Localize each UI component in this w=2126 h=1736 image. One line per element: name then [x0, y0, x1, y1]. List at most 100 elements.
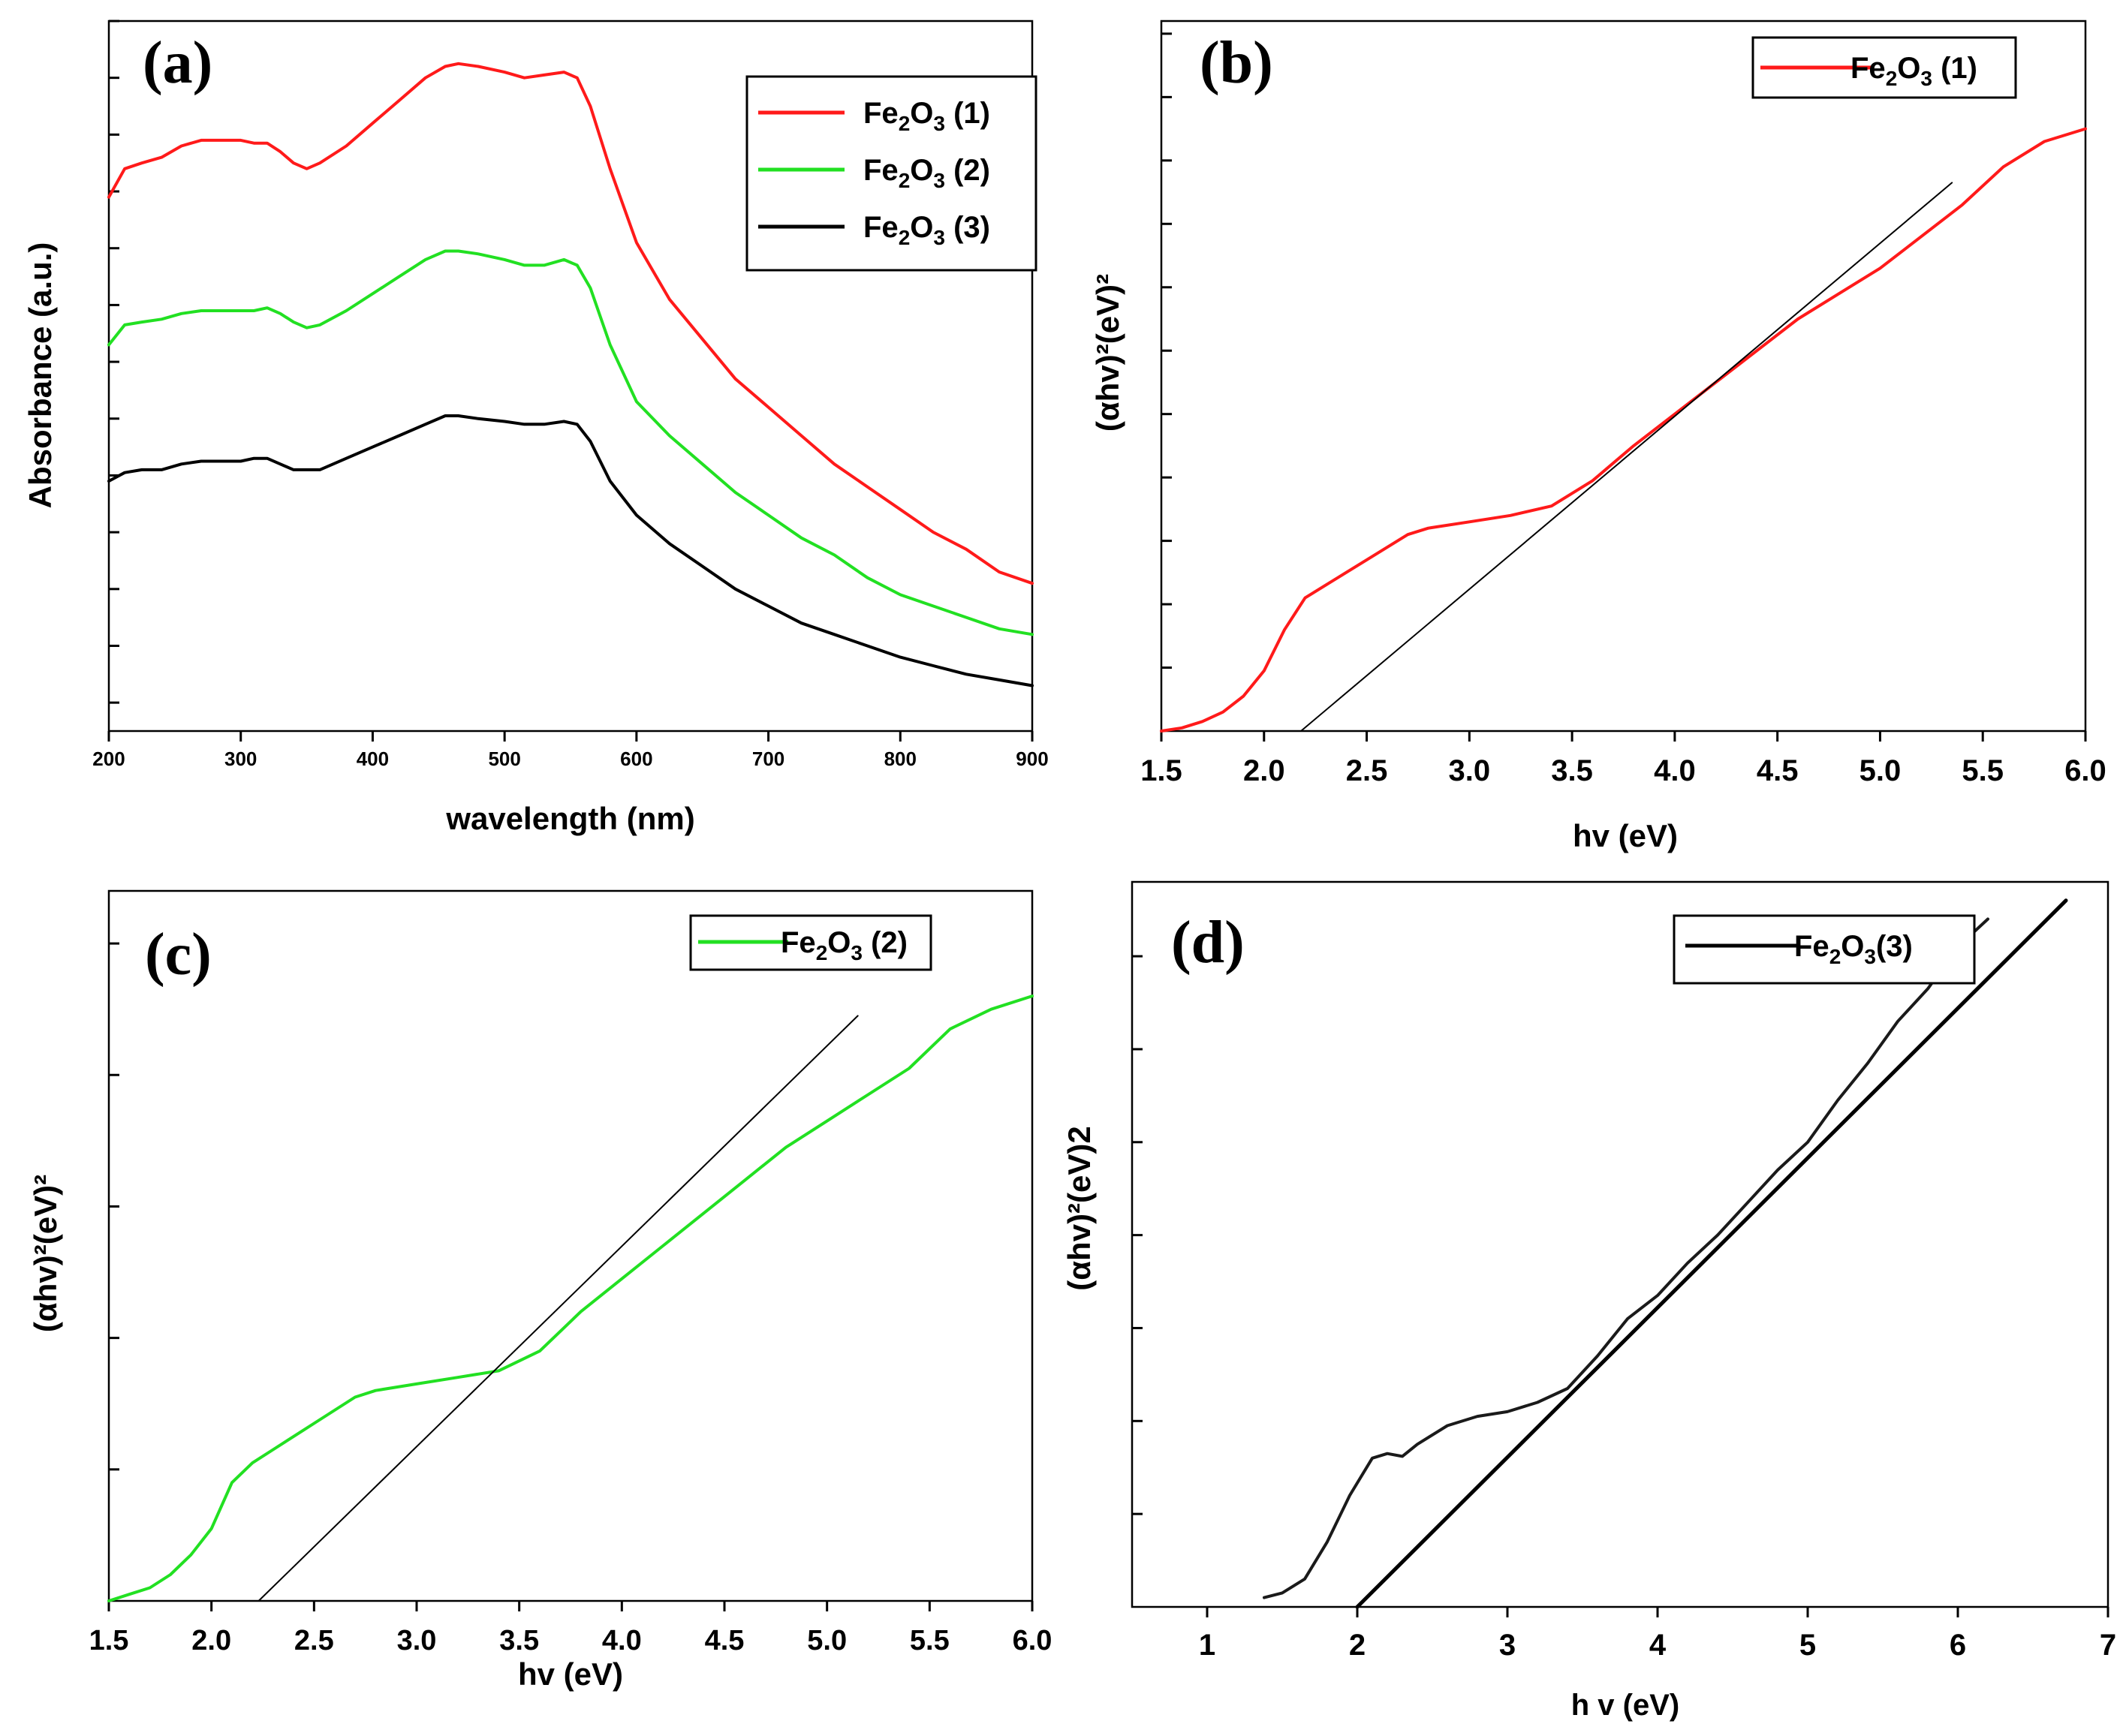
x-tick-label: 3.5: [1551, 754, 1593, 787]
legend-label-part: 3: [1864, 945, 1876, 968]
legend-label-part: (3): [1876, 930, 1913, 963]
series-line-1: [107, 994, 1034, 1602]
legend-label-part: 3: [933, 112, 945, 135]
legend-label-part: 2: [899, 112, 911, 135]
series-line-1: [1160, 127, 2087, 733]
y-axis-title: (αhv)²(eV)²: [1090, 274, 1125, 432]
legend-label-part: 3: [1920, 67, 1932, 90]
x-ticks: 1.5 2.0 2.5 3.0 3.5 4.0 4.5 5.0 5.5 6.0: [1140, 731, 2106, 787]
x-tick-label: 6.0: [1013, 1625, 1052, 1656]
legend-box: [1673, 914, 1976, 985]
legend-label-part: Fe: [863, 97, 899, 130]
x-tick-label: 200: [92, 748, 125, 770]
legend-label-part: O: [1841, 930, 1864, 963]
legend-label-part: 2: [899, 169, 911, 192]
x-tick-label: 4.0: [602, 1625, 642, 1656]
x-tick-label: 4.5: [1757, 754, 1799, 787]
x-ticks: 200 300 400 500 600 700 800 900: [92, 731, 1049, 770]
legend-label-part: O: [910, 154, 933, 187]
legend-label-part: 2: [1886, 67, 1898, 90]
x-tick-label: 2.5: [294, 1625, 334, 1656]
x-axis-title: hv (eV): [1573, 818, 1678, 853]
x-tick-label: 5.5: [910, 1625, 950, 1656]
x-axis-title: h v (eV): [1571, 1689, 1679, 1722]
legend-box: [745, 75, 1037, 272]
panel-a: 200 300 400 500 600 700 800 900 (a) wavelength …: [23, 20, 1049, 836]
y-axis-title: Absorbance (a.u.): [23, 242, 58, 509]
legend-label-part: 2: [1829, 945, 1841, 968]
legend: Fe2O3 (1): [1751, 36, 2017, 99]
panel-label: (a): [143, 30, 212, 96]
y-axis-title: (αhv)²(eV)2: [1061, 1126, 1097, 1291]
x-tick-label: 1: [1199, 1629, 1215, 1662]
legend-label-part: (3): [945, 211, 990, 244]
series-group: [107, 994, 1034, 1602]
legend-label: Fe2O3 (3): [863, 211, 990, 249]
legend: Fe2O3(3): [1673, 914, 1976, 985]
x-tick-label: 3.5: [499, 1625, 539, 1656]
tangent-line: [1300, 182, 1953, 732]
series-group: [1263, 898, 2068, 1609]
series-line-2: [107, 249, 1034, 636]
legend-label: Fe2O3 (2): [863, 154, 990, 192]
legend-label-part: (2): [863, 926, 908, 959]
x-tick-label: 7: [2100, 1629, 2116, 1662]
x-tick-label: 500: [488, 748, 520, 770]
legend-label-part: O: [910, 97, 933, 130]
x-tick-label: 2.0: [191, 1625, 231, 1656]
series-line-1: [107, 62, 1034, 585]
x-tick-label: 300: [224, 748, 257, 770]
tangent-line: [257, 1015, 859, 1602]
panel-label: (d): [1171, 910, 1245, 976]
plot-frame: [1131, 880, 2109, 1608]
panel-c: 1.5 2.0 2.5 3.0 3.5 4.0 4.5 5.0 5.5 6.0 (c) hv (e…: [28, 889, 1052, 1692]
legend-label-part: O: [910, 211, 933, 244]
legend: Fe2O3 (2): [689, 914, 932, 971]
series-group: [1160, 127, 2087, 733]
x-tick-label: 800: [884, 748, 917, 770]
y-ticks: [109, 20, 119, 704]
x-tick-label: 4: [1649, 1629, 1667, 1662]
plot-frame: [107, 20, 1034, 733]
x-tick-label: 4.5: [705, 1625, 745, 1656]
y-axis-title: (αhv)²(eV)²: [28, 1175, 63, 1332]
series-line-3: [107, 414, 1034, 687]
x-tick-label: 5: [1799, 1629, 1816, 1662]
legend-label: Fe2O3(3): [1794, 930, 1913, 968]
x-tick-label: 2: [1349, 1629, 1366, 1662]
panel-label: (b): [1200, 30, 1273, 96]
x-tick-label: 1.5: [89, 1625, 129, 1656]
legend-label-part: 2: [816, 941, 828, 964]
x-tick-label: 3: [1499, 1629, 1516, 1662]
y-ticks: [1161, 32, 1172, 669]
x-tick-label: 3.0: [1449, 754, 1491, 787]
x-tick-label: 600: [620, 748, 652, 770]
x-tick-label: 2.5: [1346, 754, 1388, 787]
x-tick-label: 900: [1016, 748, 1048, 770]
x-tick-label: 6.0: [2064, 754, 2106, 787]
legend-label-part: (1): [945, 97, 990, 130]
legend-label-part: 3: [851, 941, 863, 964]
legend-label-part: 3: [933, 169, 945, 192]
legend-label-part: Fe: [781, 926, 816, 959]
panel-b: 1.5 2.0 2.5 3.0 3.5 4.0 4.5 5.0 5.5 6.0 (b) hv (e…: [1090, 20, 2106, 853]
x-axis-title: wavelength (nm): [445, 801, 694, 836]
x-tick-label: 5.0: [1859, 754, 1902, 787]
legend-label-part: O: [827, 926, 851, 959]
y-ticks: [109, 942, 119, 1471]
x-tick-label: 5.0: [807, 1625, 847, 1656]
tangent-line: [1355, 898, 2068, 1609]
series-line-1: [1263, 917, 1989, 1599]
legend: Fe2O3 (1)Fe2O3 (2)Fe2O3 (3): [745, 75, 1037, 272]
x-tick-label: 1.5: [1140, 754, 1182, 787]
panel-label: (c): [145, 922, 212, 988]
x-tick-label: 6: [1950, 1629, 1966, 1662]
legend-label-part: Fe: [1850, 52, 1886, 85]
x-tick-label: 2.0: [1243, 754, 1285, 787]
legend-label: Fe2O3 (1): [1850, 52, 1977, 90]
legend-label: Fe2O3 (1): [863, 97, 990, 135]
series-group: [107, 62, 1034, 687]
legend-label-part: 3: [933, 226, 945, 249]
x-tick-label: 400: [357, 748, 389, 770]
